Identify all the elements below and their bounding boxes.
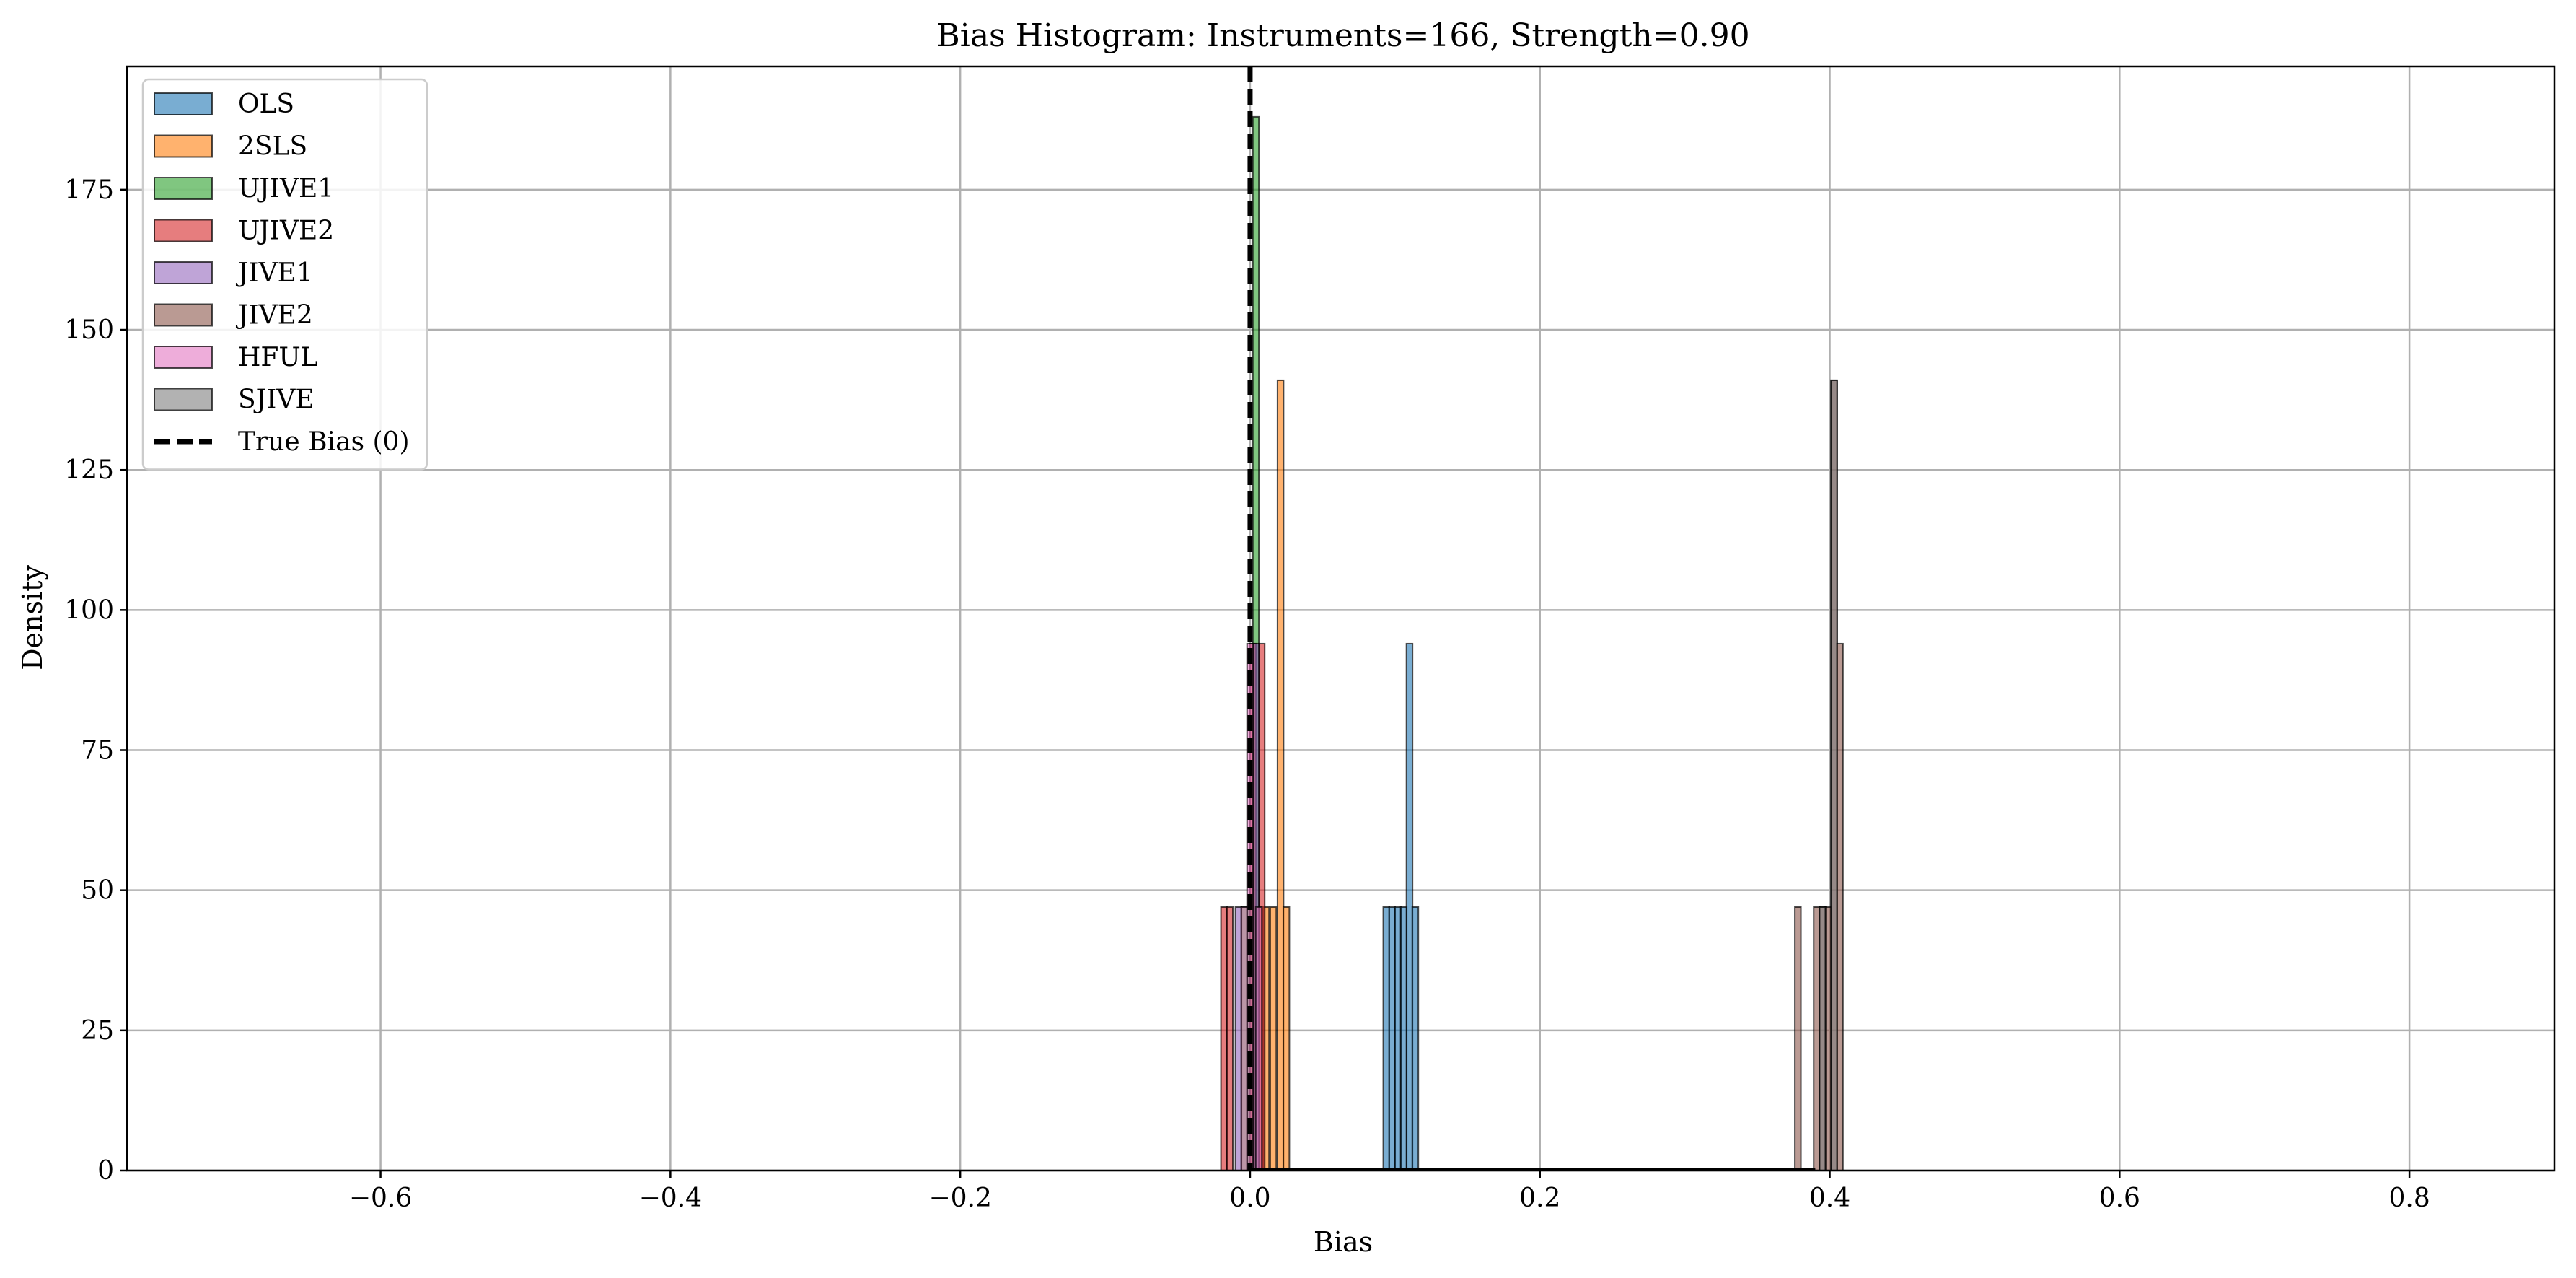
chart-title: Bias Histogram: Instruments=166, Strengt…: [936, 17, 1749, 54]
legend-entry-label: JIVE2: [235, 301, 313, 331]
histogram-bar-2sls: [1282, 906, 1291, 1171]
legend: OLS 2SLS UJIVE1 UJIVE2 JIVE1 JIVE2 HFUL SJIVE Tr…: [141, 78, 428, 471]
legend-frame: [141, 78, 428, 471]
x-tick-label: 0.6: [2099, 1183, 2140, 1213]
x-tick-label: 0.0: [1229, 1183, 1270, 1213]
histogram-bar-ujive2: [1226, 906, 1234, 1171]
histogram-bar-sjive: [1819, 906, 1827, 1171]
y-tick-label: 50: [81, 876, 114, 906]
y-tick-label: 150: [64, 315, 114, 345]
y-tick-label: 100: [64, 595, 114, 625]
y-tick-label: 0: [97, 1156, 114, 1186]
legend-entry-label: 2SLS: [238, 132, 307, 162]
y-tick-label: 125: [64, 455, 114, 485]
y-axis-ticks: 0 25 50 75 100 125 150 175: [64, 175, 127, 1186]
legend-entry-label: JIVE1: [235, 258, 313, 288]
x-tick-label: −0.2: [928, 1183, 991, 1213]
y-tick-label: 25: [81, 1016, 114, 1046]
x-tick-label: −0.6: [349, 1183, 412, 1213]
x-tick-label: 0.2: [1519, 1183, 1560, 1213]
legend-entry-label: UJIVE2: [238, 216, 334, 246]
legend-entry-label: UJIVE1: [238, 174, 334, 203]
legend-swatch: [154, 134, 213, 158]
legend-swatch: [154, 303, 213, 327]
x-axis-label: Bias: [1314, 1226, 1373, 1258]
x-tick-label: 0.4: [1809, 1183, 1850, 1213]
legend-entry-label: HFUL: [238, 343, 318, 372]
y-tick-label: 175: [64, 175, 114, 205]
legend-swatch: [154, 388, 213, 411]
legend-entry-label: SJIVE: [238, 385, 315, 415]
legend-swatch: [154, 346, 213, 369]
plot-area-frame: [126, 65, 2556, 1172]
y-tick-label: 75: [81, 736, 114, 766]
legend-entry-label: OLS: [238, 89, 294, 119]
legend-entry-label: True Bias (0): [238, 427, 410, 457]
histogram-bar-hful: [1254, 906, 1263, 1171]
histogram-bar-jive2: [1794, 906, 1802, 1171]
histogram-bar-sjive: [1830, 379, 1838, 1171]
histogram-bar-2sls: [1269, 906, 1278, 1171]
legend-swatch: [154, 219, 213, 242]
x-tick-label: −0.4: [639, 1183, 702, 1213]
legend-swatch: [154, 261, 213, 284]
legend-swatch: [154, 177, 213, 200]
x-axis-ticks: −0.6 −0.4 −0.2 0.0 0.2 0.4 0.6 0.8: [349, 1170, 2430, 1213]
x-tick-label: 0.8: [2388, 1183, 2430, 1213]
legend-swatch: [154, 92, 213, 115]
histogram-bar-ols: [1411, 906, 1420, 1171]
y-axis-label: Density: [17, 565, 48, 670]
